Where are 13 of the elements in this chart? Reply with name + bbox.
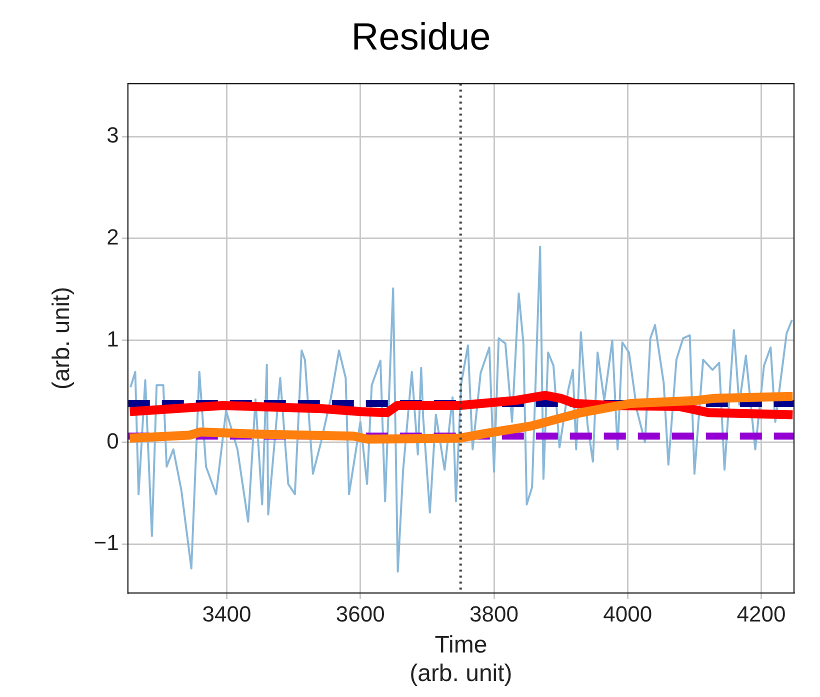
y-tick-label: 2 xyxy=(106,224,119,250)
x-tick-label: 3400 xyxy=(202,601,252,626)
x-tick-label: 3600 xyxy=(336,601,385,626)
x-axis-title: Time (arb. unit) xyxy=(410,631,512,688)
x-tick-label: 4200 xyxy=(736,601,786,626)
chart-title: Residue xyxy=(351,16,491,58)
x-tick-label: 4000 xyxy=(603,601,652,626)
y-tick-label: 3 xyxy=(106,122,119,148)
x-tick-label: 3800 xyxy=(470,601,518,626)
y-axis-title: (arb. unit) xyxy=(48,286,76,390)
y-tick-label: 1 xyxy=(106,326,119,352)
y-tick-label: 0 xyxy=(106,428,119,454)
y-tick-label: −1 xyxy=(94,530,119,556)
